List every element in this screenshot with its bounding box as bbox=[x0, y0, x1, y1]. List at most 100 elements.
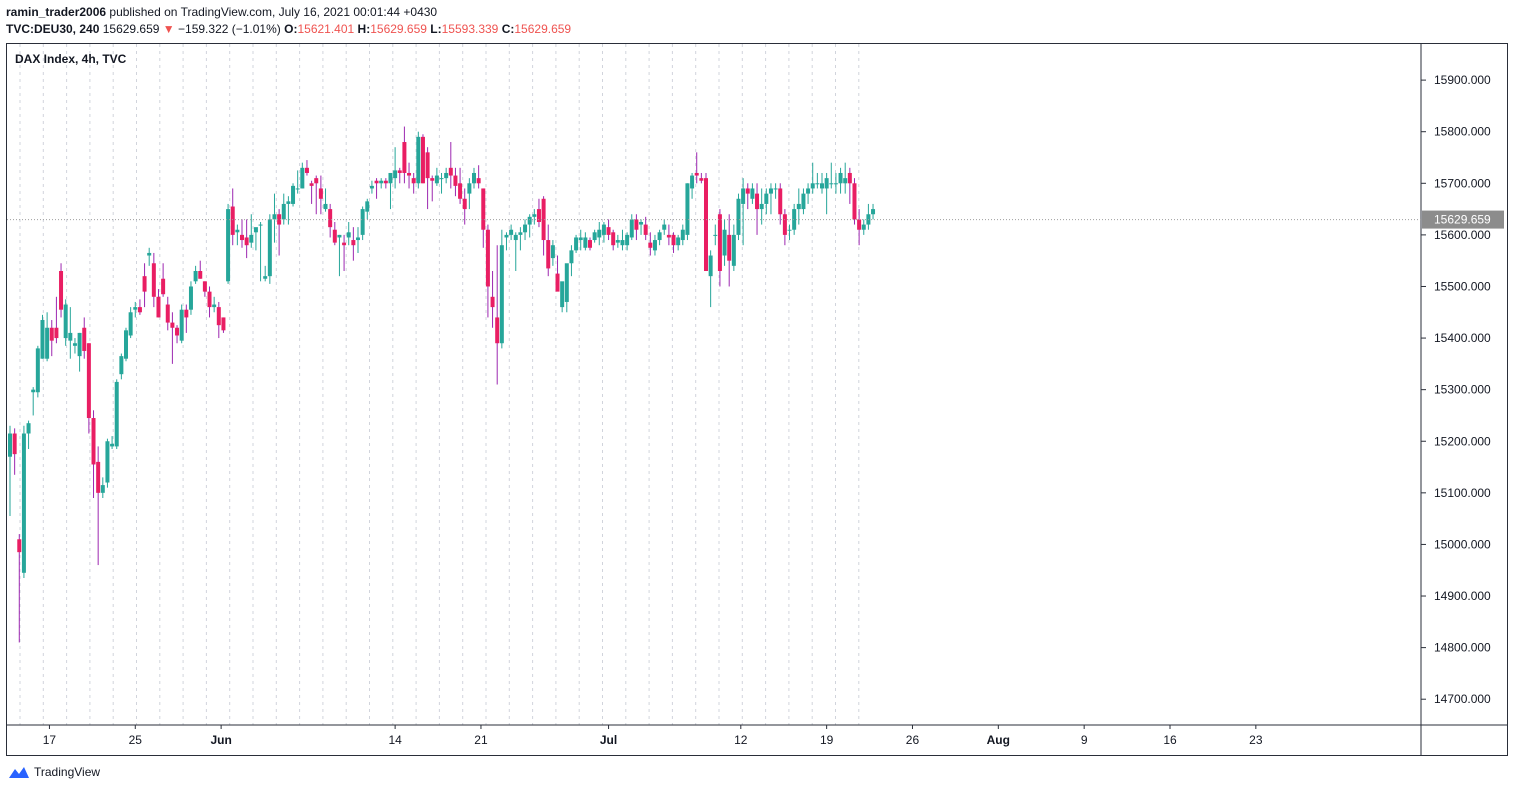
change-arrow-icon: ▼ bbox=[162, 22, 175, 36]
x-tick-label: 26 bbox=[906, 733, 920, 747]
y-tick-label: 14800.000 bbox=[1434, 641, 1491, 655]
candle-body bbox=[309, 183, 314, 186]
candle-body bbox=[532, 214, 537, 217]
candle-body bbox=[411, 178, 416, 184]
candle-body bbox=[704, 178, 708, 271]
candle-body bbox=[402, 142, 407, 173]
candle-body bbox=[295, 188, 300, 190]
candle-body bbox=[796, 203, 801, 210]
candle-body bbox=[560, 281, 565, 308]
x-tick-label: 9 bbox=[1081, 733, 1088, 747]
y-tick-label: 15300.000 bbox=[1434, 383, 1491, 397]
candle-body bbox=[397, 170, 402, 173]
candle-body bbox=[843, 178, 848, 184]
candle-body bbox=[476, 178, 481, 184]
y-tick-label: 15900.000 bbox=[1434, 73, 1491, 87]
candle-body bbox=[314, 178, 319, 184]
last-price-tag bbox=[1422, 210, 1504, 229]
candle-body bbox=[615, 240, 620, 243]
candle-body bbox=[592, 232, 597, 241]
candle-body bbox=[472, 172, 476, 184]
candle-body bbox=[676, 237, 681, 246]
candle-body bbox=[629, 219, 634, 238]
candle-body bbox=[416, 136, 421, 184]
candle-body bbox=[49, 327, 54, 341]
candle-body bbox=[625, 234, 630, 246]
x-tick-label: 25 bbox=[129, 733, 143, 747]
candle-body bbox=[722, 229, 727, 256]
change-text: −159.322 (−1.01%) bbox=[178, 22, 281, 36]
candle-body bbox=[151, 263, 156, 297]
candle-body bbox=[717, 214, 722, 271]
candle-body bbox=[806, 188, 811, 194]
candle-body bbox=[574, 237, 579, 251]
candle-body bbox=[499, 245, 504, 344]
x-tick-label: 16 bbox=[1163, 733, 1177, 747]
candle-body bbox=[17, 539, 22, 553]
candle-body bbox=[458, 183, 463, 199]
candle-body bbox=[810, 183, 815, 189]
candle-body bbox=[588, 240, 592, 248]
candle-body bbox=[555, 273, 560, 292]
candle-body bbox=[634, 219, 639, 230]
candle-body bbox=[369, 185, 374, 189]
candle-body bbox=[193, 271, 198, 282]
candle-body bbox=[662, 224, 667, 230]
candle-body bbox=[170, 322, 175, 328]
y-tick-label: 15400.000 bbox=[1434, 331, 1491, 345]
x-tick-label: Jun bbox=[210, 733, 231, 747]
candle-body bbox=[161, 278, 166, 295]
candle-body bbox=[578, 237, 583, 241]
candle-body bbox=[188, 286, 193, 310]
candle-body bbox=[342, 242, 347, 246]
footer-brand-text: TradingView bbox=[34, 765, 101, 779]
close-value: 15629.659 bbox=[514, 22, 572, 36]
candle-body bbox=[31, 389, 36, 393]
candle-body bbox=[337, 234, 342, 238]
candle-body bbox=[142, 276, 147, 292]
candle-body bbox=[147, 252, 152, 256]
candle-body bbox=[838, 172, 843, 184]
symbol-label: TVC:DEU30, 240 bbox=[6, 22, 100, 36]
published-text: published on TradingView.com, July 16, 2… bbox=[109, 5, 438, 19]
candle-body bbox=[815, 183, 820, 185]
candle-body bbox=[286, 201, 291, 204]
candle-body bbox=[300, 167, 305, 189]
candle-body bbox=[462, 198, 467, 210]
candle-body bbox=[439, 178, 444, 180]
candle-body bbox=[68, 332, 73, 341]
candle-body bbox=[240, 234, 244, 241]
candle-body bbox=[379, 180, 384, 184]
candle-body bbox=[235, 229, 240, 233]
candle-body bbox=[671, 234, 676, 246]
candle-body bbox=[8, 433, 12, 457]
candle-body bbox=[509, 229, 514, 235]
candle-body bbox=[680, 229, 685, 241]
x-tick-label: 12 bbox=[734, 733, 748, 747]
candle-body bbox=[267, 219, 272, 277]
ohlc-line: TVC:DEU30, 240 15629.659 ▼ −159.322 (−1.… bbox=[6, 21, 571, 37]
candle-body bbox=[332, 229, 337, 243]
chart-title: DAX Index, 4h, TVC bbox=[15, 52, 127, 66]
footer-brand[interactable]: TradingView bbox=[8, 765, 100, 779]
candle-body bbox=[481, 188, 486, 230]
candle-body bbox=[202, 281, 207, 292]
candle-body bbox=[35, 348, 40, 393]
candle-body bbox=[690, 175, 695, 189]
candle-body bbox=[490, 296, 495, 308]
candle-body bbox=[91, 418, 96, 465]
candle-body bbox=[137, 307, 142, 313]
candle-body bbox=[699, 178, 704, 181]
x-tick-label: Jul bbox=[600, 733, 617, 747]
candle-body bbox=[829, 183, 834, 185]
candle-body bbox=[184, 309, 189, 318]
low-value: 15593.339 bbox=[441, 22, 499, 36]
author-name[interactable]: ramin_trader2006 bbox=[6, 5, 107, 19]
chart-frame bbox=[6, 43, 1508, 756]
candle-body bbox=[59, 271, 64, 310]
candle-body bbox=[374, 180, 379, 184]
candle-body bbox=[601, 224, 606, 235]
candle-body bbox=[448, 167, 453, 176]
candle-body bbox=[100, 485, 105, 493]
